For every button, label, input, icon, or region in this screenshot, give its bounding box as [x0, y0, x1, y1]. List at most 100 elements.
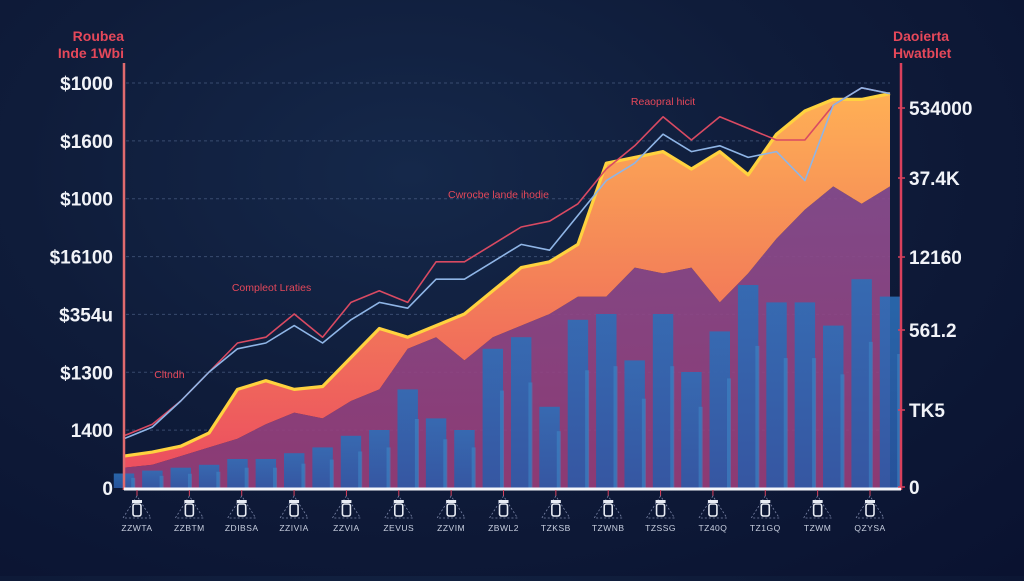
x-tick-label: ZZBTM — [174, 523, 205, 533]
triangle-frame-icon — [279, 495, 309, 519]
x-category-icon — [174, 495, 205, 519]
bar-highlight — [443, 439, 448, 488]
bar-highlight — [868, 341, 873, 488]
bar-highlight — [641, 398, 646, 488]
bar — [851, 279, 872, 488]
left-axis-title-line-2: Inde 1Wbi — [58, 45, 124, 61]
icon-cap — [446, 500, 457, 503]
left-tick-label: 0 — [102, 479, 113, 500]
bar — [170, 467, 191, 488]
left-tick-label: $1000 — [60, 190, 113, 211]
icon-body — [498, 503, 509, 517]
icon-body — [551, 503, 561, 517]
x-category-icon — [488, 495, 519, 519]
annotation-label: Cltndh — [154, 369, 185, 381]
icon-cap — [760, 500, 771, 503]
bar — [794, 302, 816, 488]
bar-highlight — [840, 374, 845, 488]
bar — [425, 418, 447, 488]
triangle-frame-icon — [855, 495, 885, 519]
x-tick-label: TZKSB — [541, 523, 571, 533]
bar-highlight — [698, 406, 703, 488]
red-line — [123, 87, 891, 437]
bar-highlight — [556, 431, 561, 488]
x-category-icon — [331, 495, 362, 519]
right-tick-label: TK5 — [909, 401, 945, 422]
x-tick-label: ZZIVIA — [279, 523, 308, 533]
triangle-frame-icon — [593, 495, 623, 519]
bar — [681, 372, 702, 488]
bar — [369, 430, 390, 488]
bar-highlight — [783, 358, 788, 488]
bar-highlight — [726, 378, 731, 488]
left-axis-title-line-1: Roubea — [73, 28, 125, 44]
triangle-frame-icon — [645, 495, 676, 519]
triangle-frame-icon — [436, 495, 466, 519]
x-tick-label: QZYSA — [854, 523, 885, 533]
bar — [312, 447, 333, 488]
icon-body — [132, 503, 142, 517]
icon-body — [236, 503, 247, 517]
left-tick-label: $1000 — [60, 74, 113, 95]
x-category-icon — [593, 495, 623, 519]
annotations: Reaopral hicit Cwrocbe lande ihodie Comple… — [154, 96, 695, 381]
right-tick-label: 534000 — [909, 99, 972, 120]
bar-highlight — [244, 467, 249, 488]
bar — [624, 360, 645, 488]
icon-cap — [132, 500, 142, 503]
x-category-icon — [226, 495, 257, 519]
triangle-frame-icon — [488, 495, 519, 519]
x-tick-label: ZZVIA — [333, 523, 360, 533]
icon-cap — [498, 500, 509, 503]
x-category-icon — [279, 495, 309, 519]
icon-body — [341, 503, 352, 517]
triangle-frame-icon — [331, 495, 362, 519]
triangle-frame-icon — [226, 495, 257, 519]
bar — [709, 331, 730, 488]
annotation-label: Cwrocbe lande ihodie — [448, 189, 549, 201]
left-tick-label: 1400 — [71, 421, 113, 442]
bar — [652, 314, 674, 488]
bar — [510, 337, 532, 488]
bar-highlight — [670, 366, 675, 488]
x-category-icon — [122, 495, 152, 519]
x-tick-label: ZBWL2 — [488, 523, 519, 533]
bar — [539, 406, 560, 488]
right-tick-label: 12160 — [909, 248, 962, 269]
right-axis-ticks: 534000 37.4K 12160 561.2 TK5 0 — [898, 99, 972, 499]
triangle-frame-icon — [541, 495, 571, 519]
x-tick-label: ZZWTA — [121, 523, 152, 533]
x-category-icon — [698, 495, 728, 519]
bar — [766, 302, 787, 488]
bar — [255, 459, 277, 488]
x-category-icon — [645, 495, 676, 519]
x-tick-label: ZZVIM — [437, 523, 465, 533]
icon-body — [393, 503, 404, 517]
bar-highlight — [414, 418, 419, 488]
icon-body — [655, 503, 666, 517]
bar — [567, 319, 589, 488]
x-tick-label: TZSSG — [645, 523, 676, 533]
x-tick-label: TZ1GQ — [750, 523, 781, 533]
left-tick-label: $16100 — [50, 248, 113, 269]
icon-cap — [341, 500, 352, 503]
bar-highlight — [528, 382, 533, 488]
triangle-frame-icon — [174, 495, 205, 519]
x-category-icon — [436, 495, 466, 519]
x-tick-label: ZEVUS — [383, 523, 414, 533]
right-tick-label: 561.2 — [909, 321, 957, 342]
icon-cap — [184, 500, 195, 503]
left-tick-label: $354u — [59, 305, 113, 326]
x-category-icon — [750, 495, 781, 519]
right-axis-title-line-2: Hwatblet — [893, 45, 952, 61]
icon-body — [760, 503, 771, 517]
right-tick-label: 37.4K — [909, 169, 960, 190]
x-tick-label: TZWM — [804, 523, 832, 533]
bar — [227, 459, 248, 488]
bar-highlight — [216, 471, 221, 488]
bar — [596, 314, 617, 488]
bar-highlight — [585, 370, 590, 488]
triangle-frame-icon — [698, 495, 728, 519]
bar — [482, 348, 504, 488]
icon-body — [865, 503, 875, 517]
